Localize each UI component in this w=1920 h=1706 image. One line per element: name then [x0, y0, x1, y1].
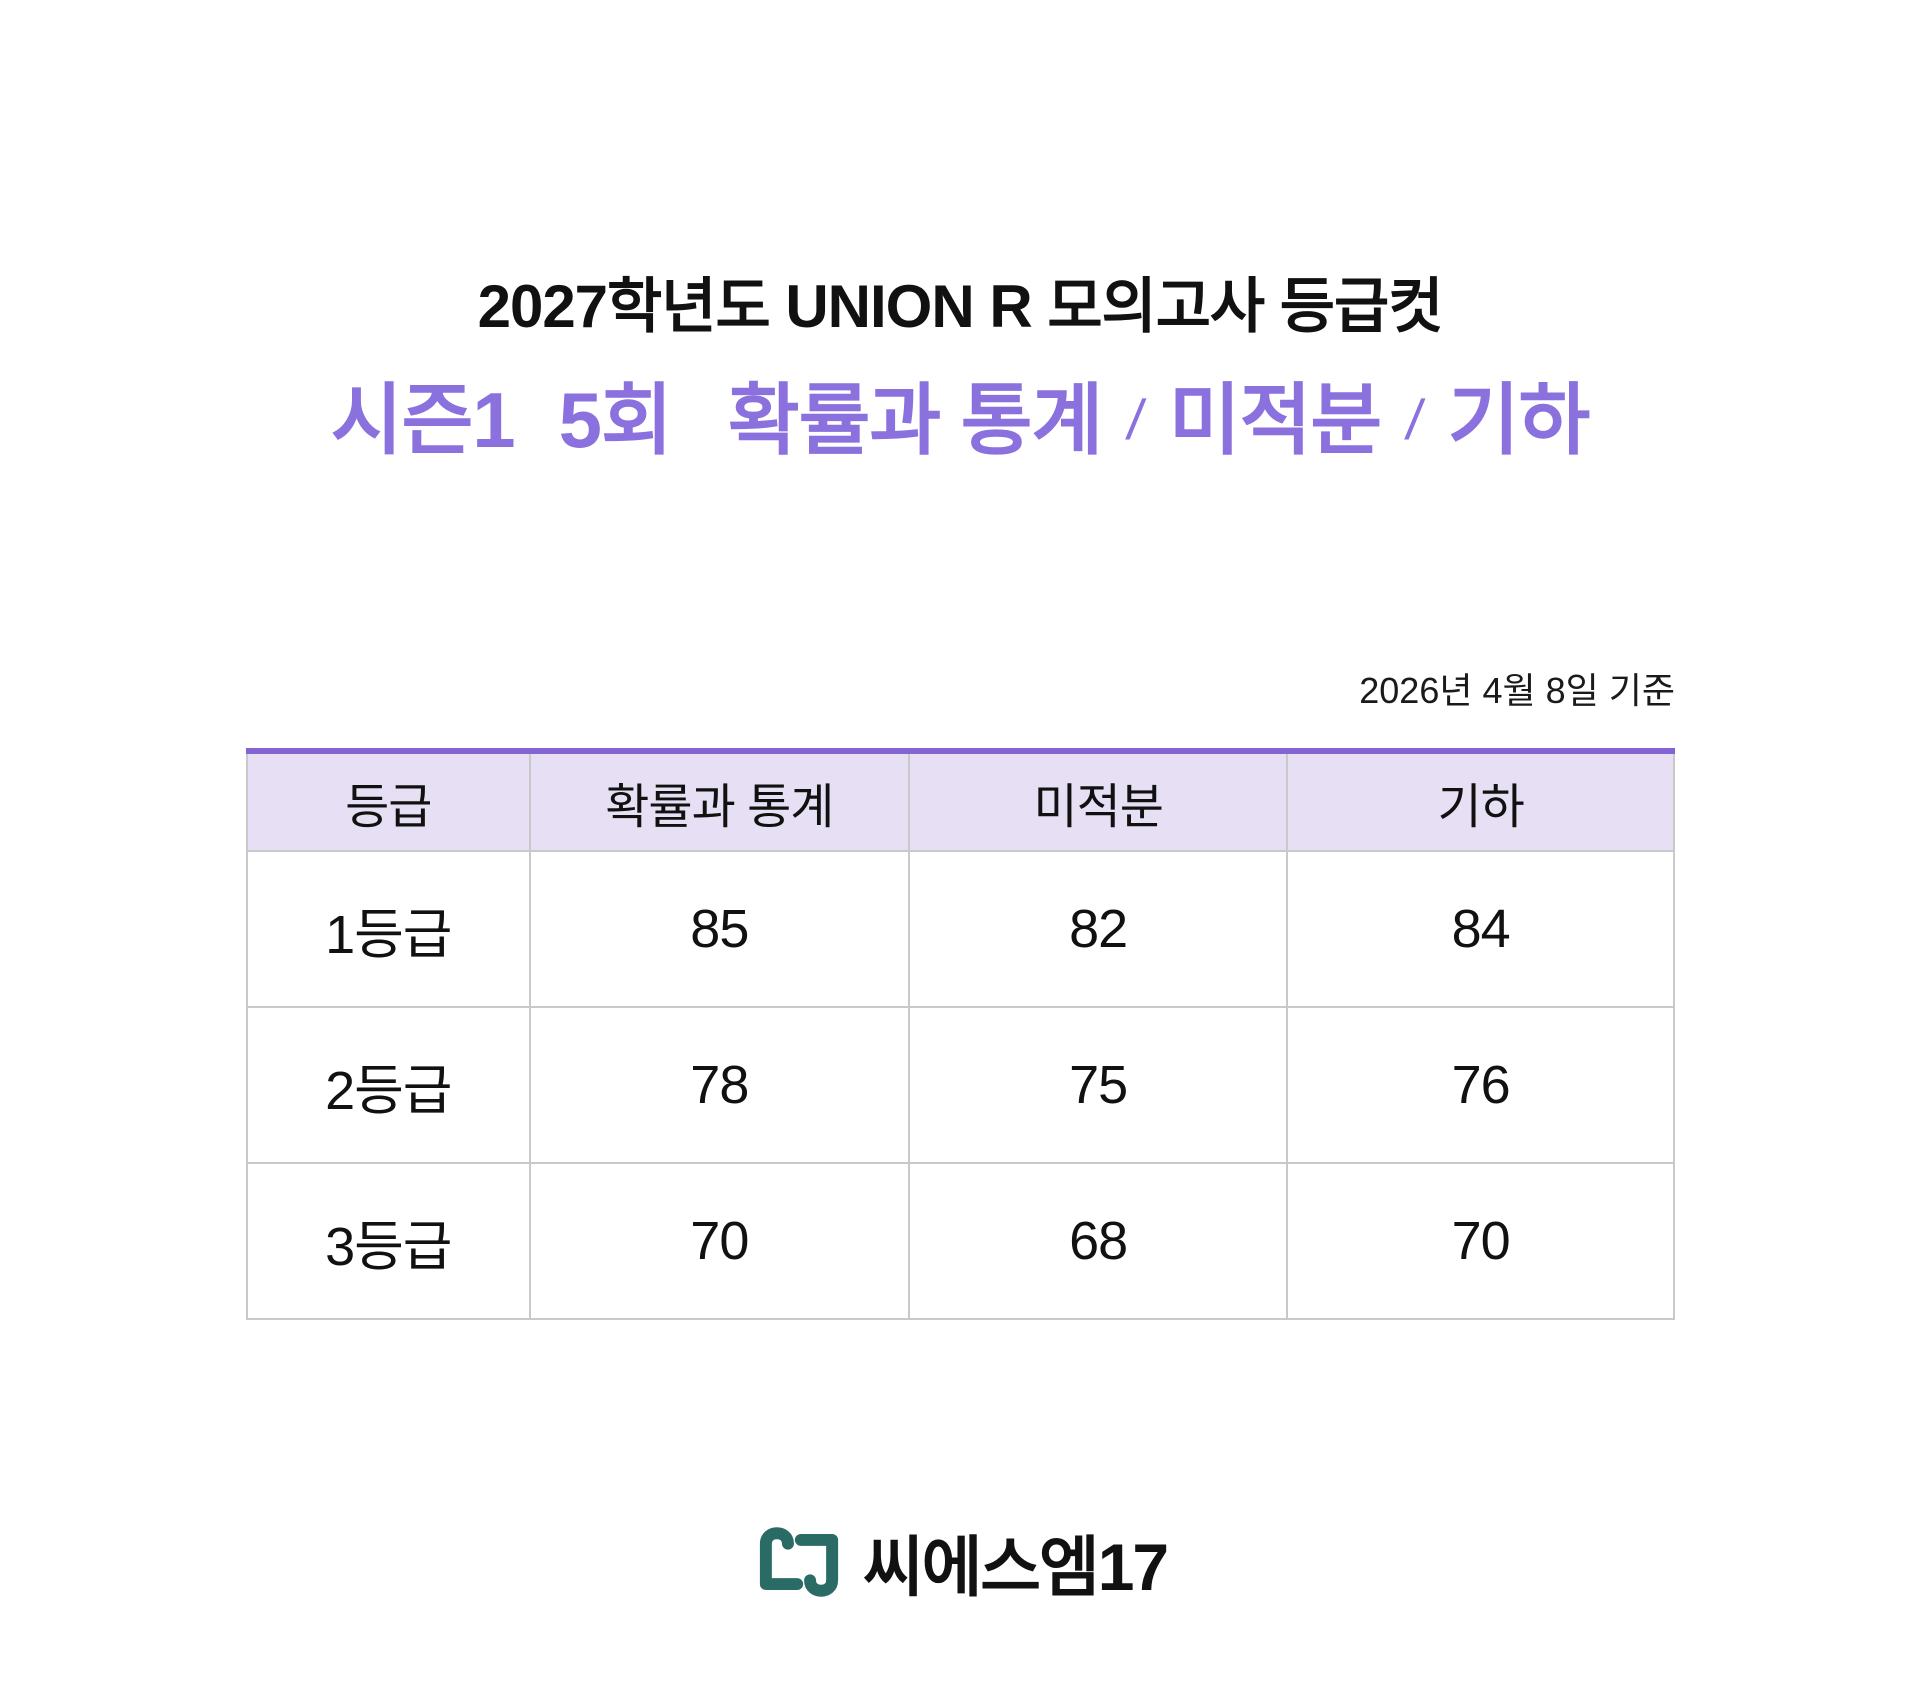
- subtitle-subject-2: 미적분: [1168, 376, 1382, 464]
- value-cell: 76: [1286, 1006, 1675, 1164]
- grade-cut-table-container: 등급 확률과 통계 미적분 기하 1등급 85 82 84 2등급 78 75: [246, 748, 1675, 1320]
- subtitle-season: 시즌1: [330, 376, 516, 464]
- page-title: 2027학년도 UNION R 모의고사 등급컷: [477, 273, 1444, 340]
- column-header-geometry: 기하: [1286, 751, 1675, 852]
- logo-text: 씨에스엠17: [862, 1530, 1169, 1604]
- page-subtitle: 시즌1 5회 확률과 통계 / 미적분 / 기하: [0, 358, 1920, 470]
- grade-cell: 3등급: [246, 1162, 531, 1320]
- csm-bracket-marks-icon: [759, 1527, 838, 1597]
- table-header-row: 등급 확률과 통계 미적분 기하: [246, 751, 1675, 852]
- footer-logo: 씨에스엠17: [0, 1514, 1920, 1610]
- subtitle-subject-3: 기하: [1447, 376, 1591, 464]
- table-row: 1등급 85 82 84: [246, 850, 1675, 1008]
- table-row: 3등급 70 68 70: [246, 1162, 1675, 1320]
- value-cell: 68: [908, 1162, 1289, 1320]
- slash-separator: /: [1402, 388, 1427, 451]
- value-cell: 78: [528, 1006, 911, 1164]
- value-cell: 84: [1286, 850, 1675, 1008]
- subtitle-subject-1: 확률과 통계: [727, 376, 1103, 464]
- value-cell: 70: [1286, 1162, 1675, 1320]
- slash-separator: /: [1123, 388, 1148, 451]
- subtitle-round: 5회: [558, 376, 673, 464]
- grade-cut-table: 등급 확률과 통계 미적분 기하 1등급 85 82 84 2등급 78 75: [246, 748, 1675, 1320]
- value-cell: 70: [528, 1162, 911, 1320]
- grade-cell: 2등급: [246, 1006, 531, 1164]
- column-header-grade: 등급: [246, 751, 531, 852]
- table-row: 2등급 78 75 76: [246, 1006, 1675, 1164]
- value-cell: 75: [908, 1006, 1289, 1164]
- value-cell: 82: [908, 850, 1289, 1008]
- date-note: 2026년 4월 8일 기준: [1359, 670, 1675, 711]
- grade-cell: 1등급: [246, 850, 531, 1008]
- column-header-prob-stat: 확률과 통계: [528, 751, 911, 852]
- column-header-calculus: 미적분: [908, 751, 1289, 852]
- value-cell: 85: [528, 850, 911, 1008]
